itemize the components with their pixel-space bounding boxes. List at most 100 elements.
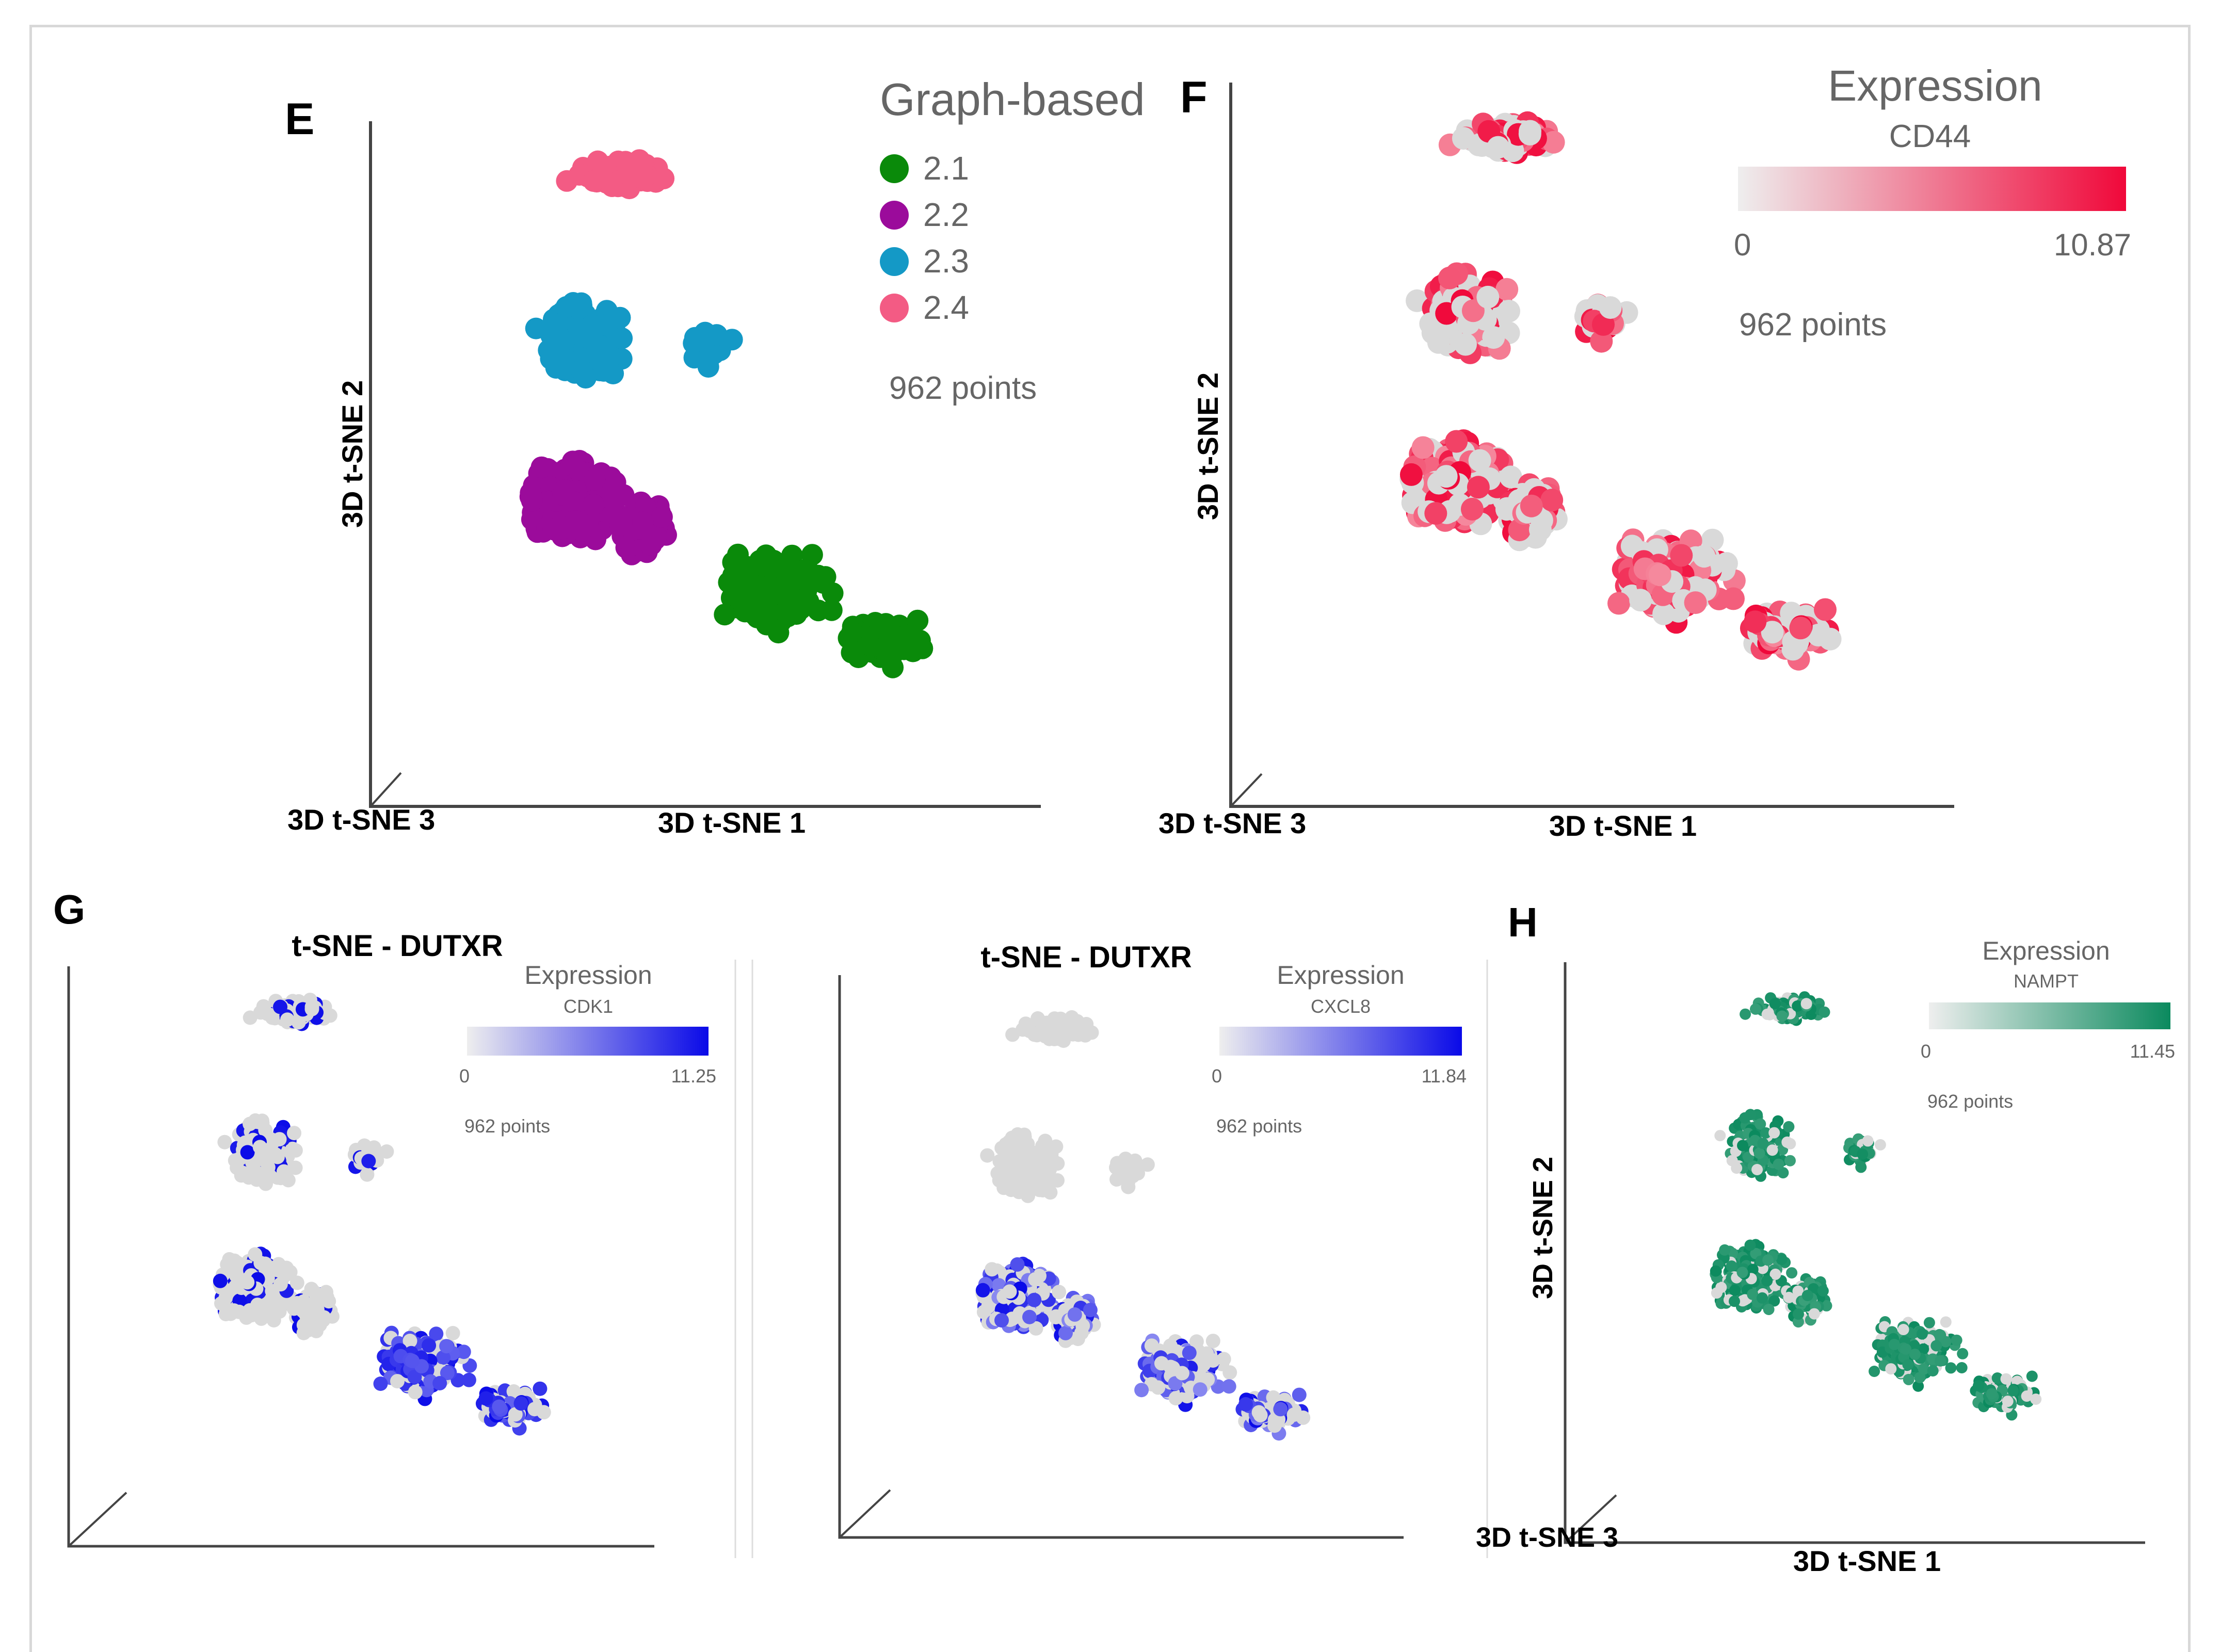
scatter-points <box>1710 991 2042 1421</box>
scatter-point <box>1460 497 1484 521</box>
scatter-point <box>1042 1029 1057 1044</box>
scatter-point <box>1467 476 1490 499</box>
scatter-point <box>1599 296 1622 319</box>
scatter-point <box>2007 1385 2019 1397</box>
scatter-point <box>1940 1316 1952 1328</box>
scatter-point <box>289 1275 304 1290</box>
scatter-point <box>222 1252 237 1267</box>
panel-g-cxcl8: t-SNE - DUTXR Expression CXCL8 0 11.84 9… <box>838 941 1467 1539</box>
scatter-point <box>1776 1010 1788 1022</box>
scatter-point <box>1445 430 1468 453</box>
scatter-point <box>1729 1295 1740 1307</box>
scatter-point <box>1482 326 1505 349</box>
scatter-point <box>1750 1003 1761 1015</box>
scatter-point <box>373 1376 388 1391</box>
scatter-point <box>1049 1139 1064 1154</box>
colorbar <box>467 1027 709 1056</box>
scatter-point <box>755 613 778 636</box>
scatter-point <box>1003 1158 1017 1173</box>
scatter-point <box>422 1338 437 1353</box>
scatter-point <box>232 1304 247 1319</box>
scatter-point <box>1083 1303 1098 1318</box>
scatter-point <box>1731 1162 1743 1174</box>
scatter-point <box>1495 278 1519 301</box>
scatter-point <box>1789 617 1812 640</box>
scatter-point <box>985 1262 1000 1277</box>
scatter-point <box>653 168 675 189</box>
scatter-point <box>1468 449 1491 472</box>
axis-lines <box>1564 962 2145 1544</box>
scatter-point <box>1786 1267 1798 1279</box>
scatter-point <box>1542 131 1565 154</box>
scatter-point <box>651 506 673 528</box>
points-count: 962 points <box>1927 1091 2013 1112</box>
scatter-point <box>609 306 631 329</box>
scatter-point <box>1951 1334 1962 1346</box>
scatter-point <box>1670 544 1693 567</box>
z-axis-line <box>1230 773 1263 807</box>
scatter-point <box>611 327 633 349</box>
scatter-point <box>542 519 565 541</box>
colorbar-min: 0 <box>1734 228 1751 262</box>
scatter-point <box>1074 1325 1089 1340</box>
legend-label: 2.3 <box>923 242 969 280</box>
scatter-point <box>1817 1285 1829 1297</box>
legend-title: Expression <box>1277 961 1404 990</box>
scatter-point <box>1862 1135 1874 1147</box>
scatter-point <box>561 450 584 473</box>
scatter-point <box>841 621 863 643</box>
colorbar-max: 11.25 <box>671 1065 716 1087</box>
legend-title: Expression <box>1828 61 2042 110</box>
scatter-point <box>287 1126 301 1141</box>
scatter-point <box>1902 1359 1914 1371</box>
scatter-point <box>1205 1334 1220 1349</box>
scatter-point <box>1857 1148 1869 1160</box>
scatter-point <box>597 352 619 374</box>
points-count: 962 points <box>1216 1115 1302 1137</box>
x-axis-title: 3D t-SNE 1 <box>1549 809 1697 842</box>
scatter-point <box>288 1143 303 1158</box>
scatter-point <box>2021 1390 2033 1402</box>
scatter-point <box>445 1326 460 1340</box>
scatter-point <box>2026 1370 2038 1382</box>
scatter-point <box>1710 1265 1721 1277</box>
scatter-point <box>1035 1017 1050 1032</box>
scatter-point <box>1590 330 1613 353</box>
scatter-point <box>1773 1158 1784 1170</box>
scatter-point <box>1761 1275 1773 1287</box>
scatter-point <box>613 484 635 506</box>
scatter-point <box>265 1284 280 1299</box>
scatter-point <box>1193 1382 1208 1397</box>
scatter-point <box>272 1132 287 1147</box>
scatter-point <box>1487 136 1510 159</box>
scatter-point <box>1793 1308 1804 1320</box>
scatter-point <box>1134 1383 1149 1398</box>
points-count: 962 points <box>1739 307 1887 343</box>
scatter-point <box>582 494 604 516</box>
z-axis-title: 3D t-SNE 3 <box>1158 807 1306 839</box>
scatter-point <box>631 157 653 179</box>
colorbar-legend: Expression CDK1 0 11.25 962 points <box>459 961 716 1137</box>
scatter-point <box>527 1402 542 1417</box>
scatter-point <box>1435 465 1458 488</box>
colorbar-legend: Expression CXCL8 0 11.84 962 points <box>1212 961 1467 1137</box>
scatter-point <box>1427 331 1450 354</box>
scatter-point <box>1739 1112 1751 1124</box>
scatter-point <box>1900 1343 1912 1355</box>
scatter-point <box>1050 1156 1065 1171</box>
colorbar-max: 11.84 <box>1422 1065 1467 1087</box>
scatter-point <box>1023 1156 1038 1171</box>
panel-letter: E <box>285 94 314 144</box>
scatter-point <box>734 601 756 623</box>
scatter-point <box>1238 1397 1253 1412</box>
scatter-point <box>714 604 736 626</box>
y-axis-title: 3D t-SNE 2 <box>1192 372 1224 520</box>
z-axis-line <box>839 1489 891 1538</box>
scatter-point <box>1744 610 1767 634</box>
scatter-point <box>296 1318 311 1333</box>
scatter-point <box>1897 1324 1909 1335</box>
scatter-point <box>1762 1254 1774 1266</box>
scatter-point <box>287 1301 302 1316</box>
scatter-point <box>1251 1405 1266 1420</box>
scatter-point <box>1399 463 1423 486</box>
